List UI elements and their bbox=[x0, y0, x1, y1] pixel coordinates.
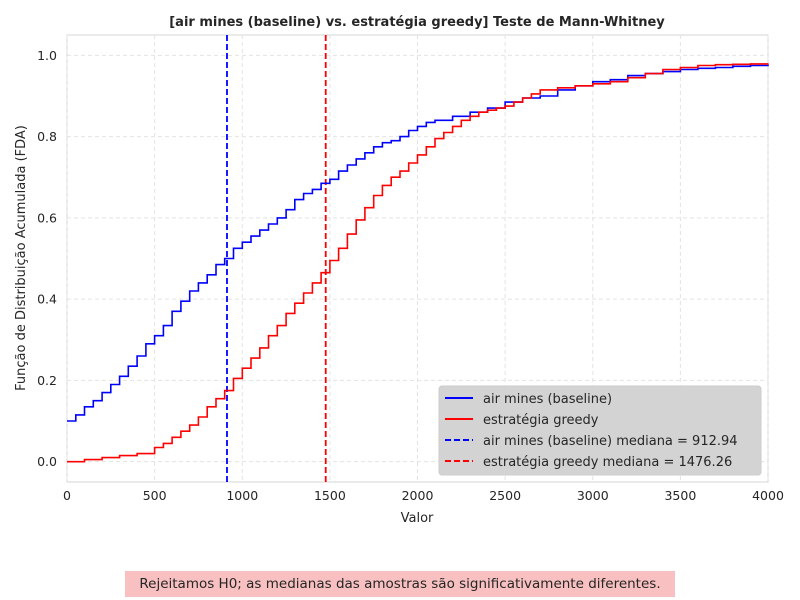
x-axis-label: Valor bbox=[401, 511, 434, 526]
median-lines bbox=[226, 35, 327, 482]
y-tick-label: 0.0 bbox=[37, 454, 57, 469]
legend-box bbox=[438, 385, 762, 476]
x-tick-label: 2000 bbox=[402, 488, 434, 503]
chart-title: [air mines (baseline) vs. estratégia gre… bbox=[169, 15, 665, 30]
x-tick-label: 2500 bbox=[489, 488, 521, 503]
x-tick-label: 4000 bbox=[752, 488, 784, 503]
series-lines bbox=[67, 63, 769, 463]
y-axis-label: Função de Distribuição Acumulada (FDA) bbox=[14, 125, 29, 391]
y-tick-label: 0.8 bbox=[37, 129, 57, 144]
legend: air mines (baseline) estratégia greedy a… bbox=[438, 385, 762, 476]
x-tick-label: 1000 bbox=[226, 488, 258, 503]
y-tick-label: 0.2 bbox=[37, 373, 57, 388]
legend-label-baseline: air mines (baseline) bbox=[483, 392, 612, 407]
axis-ticks: 0 500 1000 1500 2000 2500 3000 3500 4000 0.0 0.2 0.… bbox=[37, 48, 784, 503]
y-tick-label: 0.4 bbox=[37, 292, 57, 307]
legend-label-greedy: estratégia greedy bbox=[483, 413, 599, 428]
legend-label-baseline-median: air mines (baseline) mediana = 912.94 bbox=[483, 434, 738, 449]
result-note-text: Rejeitamos H0; as medianas das amostras … bbox=[139, 576, 661, 592]
x-tick-label: 500 bbox=[143, 488, 167, 503]
x-tick-label: 3000 bbox=[577, 488, 609, 503]
result-note: Rejeitamos H0; as medianas das amostras … bbox=[125, 571, 675, 597]
x-tick-label: 0 bbox=[63, 488, 71, 503]
legend-label-greedy-median: estratégia greedy mediana = 1476.26 bbox=[483, 455, 732, 470]
y-tick-label: 0.6 bbox=[37, 210, 57, 225]
series-line-greedy bbox=[67, 63, 769, 463]
y-tick-label: 1.0 bbox=[37, 48, 57, 63]
x-tick-label: 1500 bbox=[314, 488, 346, 503]
x-tick-label: 3500 bbox=[664, 488, 696, 503]
